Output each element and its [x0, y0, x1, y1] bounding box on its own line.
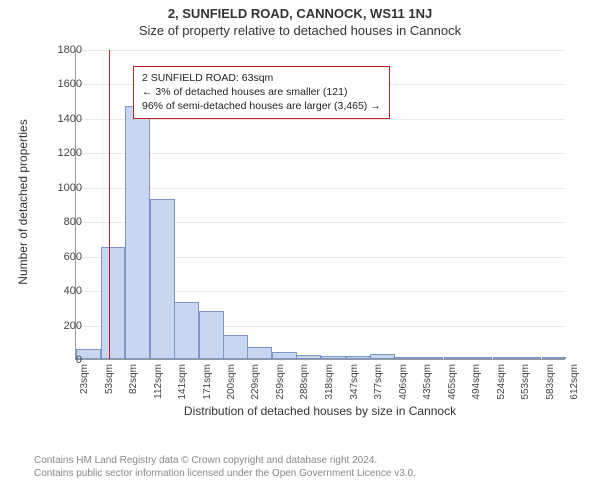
x-tick-label: 171sqm: [202, 364, 213, 400]
histogram-bar: [199, 311, 224, 359]
x-tick-label: 141sqm: [177, 364, 188, 400]
x-tick-label: 494sqm: [471, 364, 482, 400]
x-tick-label: 53sqm: [104, 364, 115, 394]
histogram-bar: [419, 357, 444, 359]
page-title-address: 2, SUNFIELD ROAD, CANNOCK, WS11 1NJ: [0, 0, 600, 21]
x-tick-label: 288sqm: [299, 364, 310, 400]
y-tick-label: 600: [42, 251, 82, 263]
x-tick-label: 347sqm: [349, 364, 360, 400]
histogram-bar: [542, 357, 567, 359]
x-tick-label: 318sqm: [324, 364, 335, 400]
subject-marker-line: [109, 50, 110, 359]
annotation-line: 96% of semi-detached houses are larger (…: [142, 99, 381, 113]
x-tick-label: 23sqm: [79, 364, 90, 394]
y-tick-label: 1800: [42, 44, 82, 56]
x-tick-label: 377sqm: [373, 364, 384, 400]
x-tick-label: 259sqm: [275, 364, 286, 400]
y-tick-label: 1600: [42, 78, 82, 90]
histogram-bar: [150, 199, 175, 359]
gridline: [76, 50, 565, 51]
histogram-bar: [346, 356, 371, 359]
page-title-desc: Size of property relative to detached ho…: [0, 21, 600, 42]
x-tick-label: 406sqm: [398, 364, 409, 400]
x-tick-label: 435sqm: [422, 364, 433, 400]
histogram-bar: [517, 357, 542, 359]
y-tick-label: 1400: [42, 113, 82, 125]
x-tick-label: 612sqm: [569, 364, 580, 400]
y-tick-label: 800: [42, 216, 82, 228]
y-tick-label: 400: [42, 285, 82, 297]
histogram-bar: [395, 357, 420, 359]
histogram-bar: [125, 106, 150, 359]
x-tick-label: 465sqm: [447, 364, 458, 400]
histogram-bar: [321, 356, 346, 359]
annotation-line: ← 3% of detached houses are smaller (121…: [142, 85, 381, 99]
histogram-bar: [101, 247, 126, 359]
x-tick-label: 583sqm: [545, 364, 556, 400]
x-tick-label: 524sqm: [496, 364, 507, 400]
footer-line: Contains public sector information licen…: [34, 467, 416, 480]
annotation-line: 2 SUNFIELD ROAD: 63sqm: [142, 71, 381, 85]
marker-annotation: 2 SUNFIELD ROAD: 63sqm ← 3% of detached …: [133, 66, 390, 119]
histogram-bar: [468, 357, 493, 359]
x-tick-label: 553sqm: [520, 364, 531, 400]
histogram-bar: [223, 335, 248, 359]
x-axis-label: Distribution of detached houses by size …: [75, 404, 565, 418]
histogram-bar: [493, 357, 518, 359]
x-tick-label: 112sqm: [153, 364, 164, 399]
attribution-footer: Contains HM Land Registry data © Crown c…: [34, 454, 416, 480]
histogram-bar: [174, 302, 199, 359]
histogram-bar: [247, 347, 272, 359]
x-tick-label: 82sqm: [128, 364, 139, 394]
histogram-bar: [370, 354, 395, 359]
y-tick-label: 1200: [42, 147, 82, 159]
y-axis-label: Number of detached properties: [16, 119, 30, 284]
histogram-bar: [272, 352, 297, 359]
y-tick-label: 1000: [42, 182, 82, 194]
y-tick-label: 200: [42, 320, 82, 332]
y-tick-label: 0: [42, 354, 82, 366]
histogram-bar: [444, 357, 469, 359]
footer-line: Contains HM Land Registry data © Crown c…: [34, 454, 416, 467]
x-tick-label: 229sqm: [250, 364, 261, 400]
x-tick-label: 200sqm: [226, 364, 237, 400]
histogram-bar: [296, 355, 321, 359]
histogram-chart: Number of detached properties Distributi…: [20, 42, 580, 422]
